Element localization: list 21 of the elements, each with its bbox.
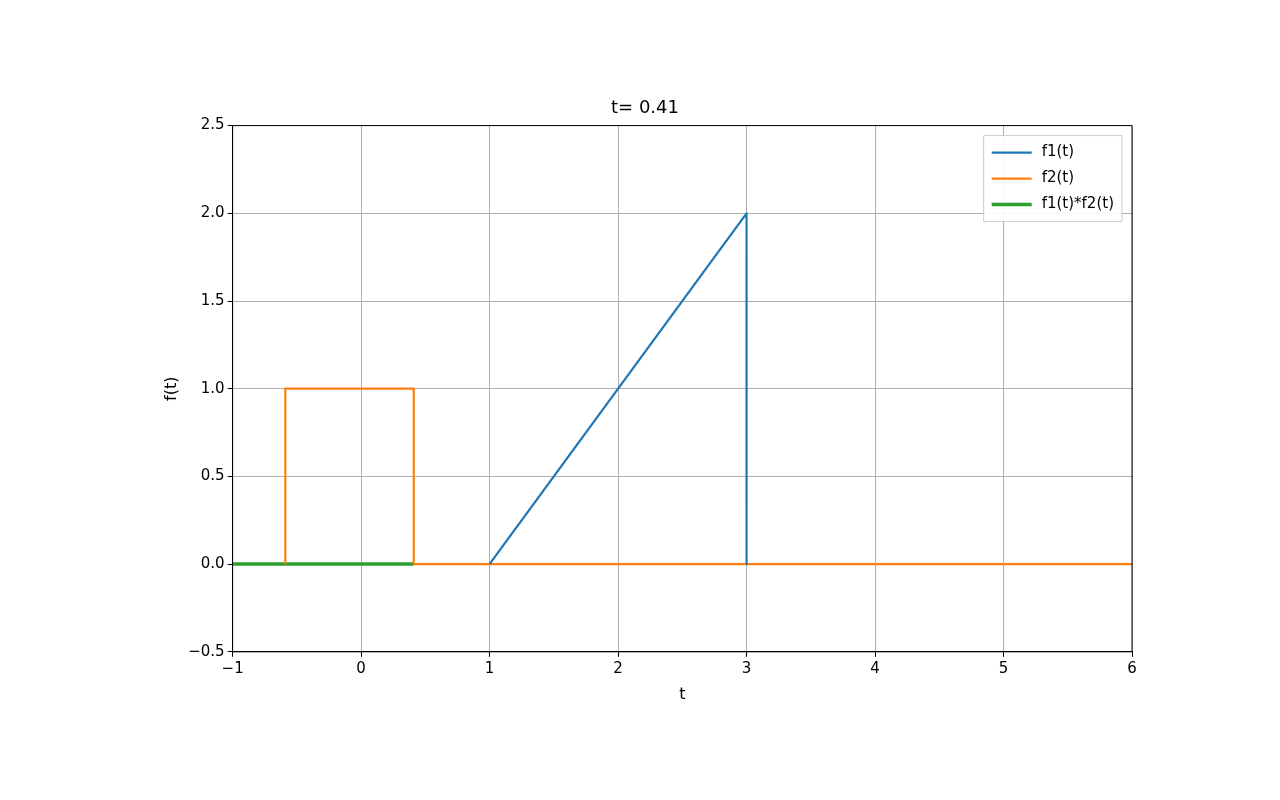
legend-label: f1(t) (1041, 142, 1075, 161)
y-tick-label: −0.5 (188, 641, 225, 660)
y-tick-label: 0.0 (200, 553, 225, 572)
x-tick-label: 0 (356, 658, 366, 677)
x-tick-label: 3 (741, 658, 752, 677)
legend-label: f1(t)*f2(t) (1041, 194, 1115, 213)
x-tick-label: 5 (998, 658, 1009, 677)
legend-label: f2(t) (1041, 168, 1075, 187)
x-axis-title: t (679, 683, 686, 703)
x-tick-label: 4 (870, 658, 880, 677)
y-tick-label: 0.5 (200, 466, 225, 485)
x-tick-label: 1 (484, 658, 495, 677)
y-axis-title: f(t) (160, 376, 180, 401)
y-tick-label: 1.5 (200, 290, 225, 309)
y-tick-label: 2.5 (200, 115, 225, 134)
y-tick-label: 1.0 (200, 378, 225, 397)
x-tick-label: −1 (221, 658, 244, 677)
y-tick-label: 2.0 (200, 203, 225, 222)
x-tick-label: 2 (613, 658, 623, 677)
chart-title: t= 0.41 (611, 96, 679, 118)
x-tick-label: 6 (1127, 658, 1137, 677)
